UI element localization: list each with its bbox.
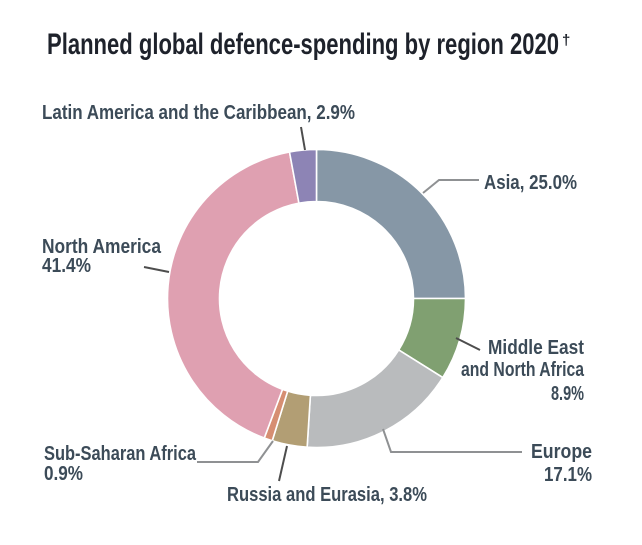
label-north-america: North America [42, 236, 162, 258]
label-asia: Asia, 25.0% [484, 172, 577, 194]
chart-title: Planned global defence-spending by regio… [47, 28, 559, 61]
leader-line-middle-east [455, 337, 481, 351]
leader-line-north-america [143, 266, 170, 273]
label-middle-east-value: 8.9% [551, 383, 584, 405]
leader-line-russia [278, 445, 288, 482]
chart-title-dagger: † [562, 32, 570, 49]
donut-segment-north-america [166, 151, 300, 440]
donut-segment-europe [306, 348, 444, 449]
label-sub-saharan-value: 0.9% [44, 463, 83, 485]
label-sub-saharan: Sub-Saharan Africa [44, 443, 197, 465]
label-europe: Europe [531, 441, 592, 463]
label-middle-east-line1: Middle East [488, 337, 584, 359]
donut-segment-asia [315, 148, 467, 300]
donut-ring [166, 148, 467, 449]
leader-line-asia [422, 179, 479, 194]
label-europe-value: 17.1% [544, 464, 592, 486]
label-north-america-value: 41.4% [42, 255, 91, 277]
leader-line-sub-saharan [197, 440, 274, 463]
donut-segment-latin-america-and-the-caribbean [288, 148, 318, 205]
label-latin-america: Latin America and the Caribbean, 2.9% [42, 102, 355, 124]
leader-lines [143, 126, 522, 482]
label-russia: Russia and Eurasia, 3.8% [227, 484, 427, 506]
leader-line-europe [382, 428, 522, 453]
leader-line-latin-america [300, 126, 306, 151]
label-middle-east-line2: and North Africa [461, 359, 585, 381]
